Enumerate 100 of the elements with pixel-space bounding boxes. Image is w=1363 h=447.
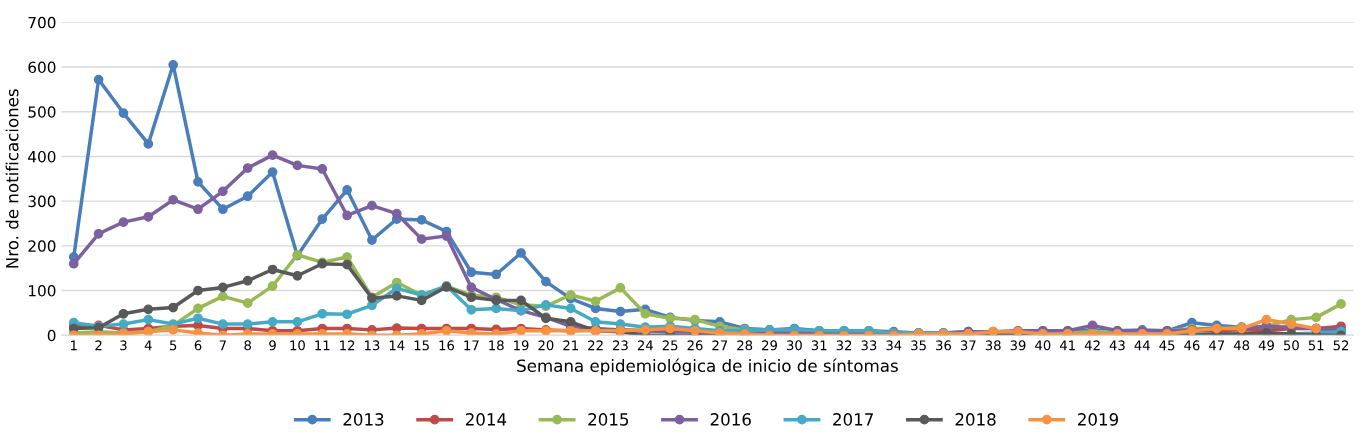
point [466,267,477,278]
point [217,186,228,197]
point [1311,312,1322,323]
x-tick-label: 3 [120,340,127,351]
point [491,269,502,280]
point [416,295,427,306]
x-tick-label: 22 [588,340,603,351]
point [292,270,303,281]
point [516,248,526,258]
point [118,108,129,118]
y-tick-label: 700 [28,16,56,29]
point [342,309,352,320]
x-tick-label: 51 [1308,340,1324,351]
point [68,258,79,269]
point [217,291,228,302]
point [93,74,104,85]
point [466,304,477,315]
point [342,185,352,195]
x-tick-label: 24 [637,340,653,351]
x-tick-label: 17 [464,340,479,351]
x-tick-label: 5 [169,340,177,351]
y-tick-label: 200 [28,240,56,252]
point [118,319,129,329]
x-tick-label: 38 [985,340,1001,351]
point [317,308,328,319]
point [118,217,129,228]
point [565,316,576,327]
point [342,252,352,262]
x-tick-label: 7 [219,340,226,351]
x-tick-label: 31 [811,340,827,351]
y-tick-label: 500 [28,106,56,118]
point [317,214,328,224]
x-tick-label: 26 [687,340,703,351]
point [242,298,253,308]
x-tick-label: 28 [737,340,753,351]
point [565,290,576,300]
x-tick-label: 19 [514,340,529,351]
point [242,275,253,286]
x-tick-label: 32 [836,340,852,351]
x-tick-label: 23 [613,340,628,351]
x-tick-label: 27 [712,340,728,351]
point [143,139,154,149]
x-tick-label: 8 [244,340,251,351]
x-tick-label: 35 [911,340,926,351]
x-tick-label: 34 [886,340,902,351]
x-tick-label: 16 [439,340,455,351]
y-tick-label: 100 [28,285,56,297]
point [292,316,303,327]
legend-label: 2013 [343,413,384,426]
x-tick-label: 50 [1283,340,1299,351]
x-tick-label: 46 [1184,340,1200,351]
point [491,303,502,314]
point [242,319,253,329]
point [193,177,203,187]
x-tick-label: 25 [662,340,678,351]
x-tick-label: 40 [1035,340,1051,351]
x-tick-label: 45 [1159,340,1175,351]
point [217,282,228,293]
x-tick-label: 13 [365,340,380,351]
x-tick-label: 47 [1209,340,1225,351]
x-tick-label: 1 [71,340,77,351]
y-tick-label: 600 [28,61,56,74]
point [93,228,104,239]
x-tick-label: 37 [960,340,976,351]
point [168,59,179,70]
point [292,160,303,171]
point [342,259,352,270]
x-tick-label: 33 [861,340,877,351]
x-tick-label: 12 [340,340,355,351]
legend-label: 2019 [1077,413,1119,426]
point [391,208,402,219]
point [590,316,601,327]
x-tick-label: 20 [538,340,554,351]
y-axis-title: Nro. de notificaciones [5,89,19,268]
point [267,316,278,327]
x-tick-label: 9 [269,340,276,351]
point [541,276,551,287]
point [168,302,179,313]
point [367,235,377,245]
x-tick-label: 41 [1059,340,1075,351]
point [416,234,427,245]
x-tick-label: 52 [1333,340,1349,351]
x-tick-label: 42 [1084,340,1100,351]
x-tick-label: 36 [936,340,952,351]
y-tick-label: 400 [28,150,56,163]
point [143,304,154,315]
point [193,303,203,314]
x-tick-label: 15 [414,340,429,351]
point [1336,299,1346,309]
point [466,282,477,293]
x-tick-label: 2 [95,340,102,351]
point [615,306,626,317]
point [168,325,179,335]
legend-label: 2017 [833,413,873,426]
x-tick-label: 30 [786,340,802,351]
point [391,291,402,301]
point [193,204,203,215]
legend-label: 2018 [955,413,996,426]
point [342,329,352,336]
point [640,308,651,319]
